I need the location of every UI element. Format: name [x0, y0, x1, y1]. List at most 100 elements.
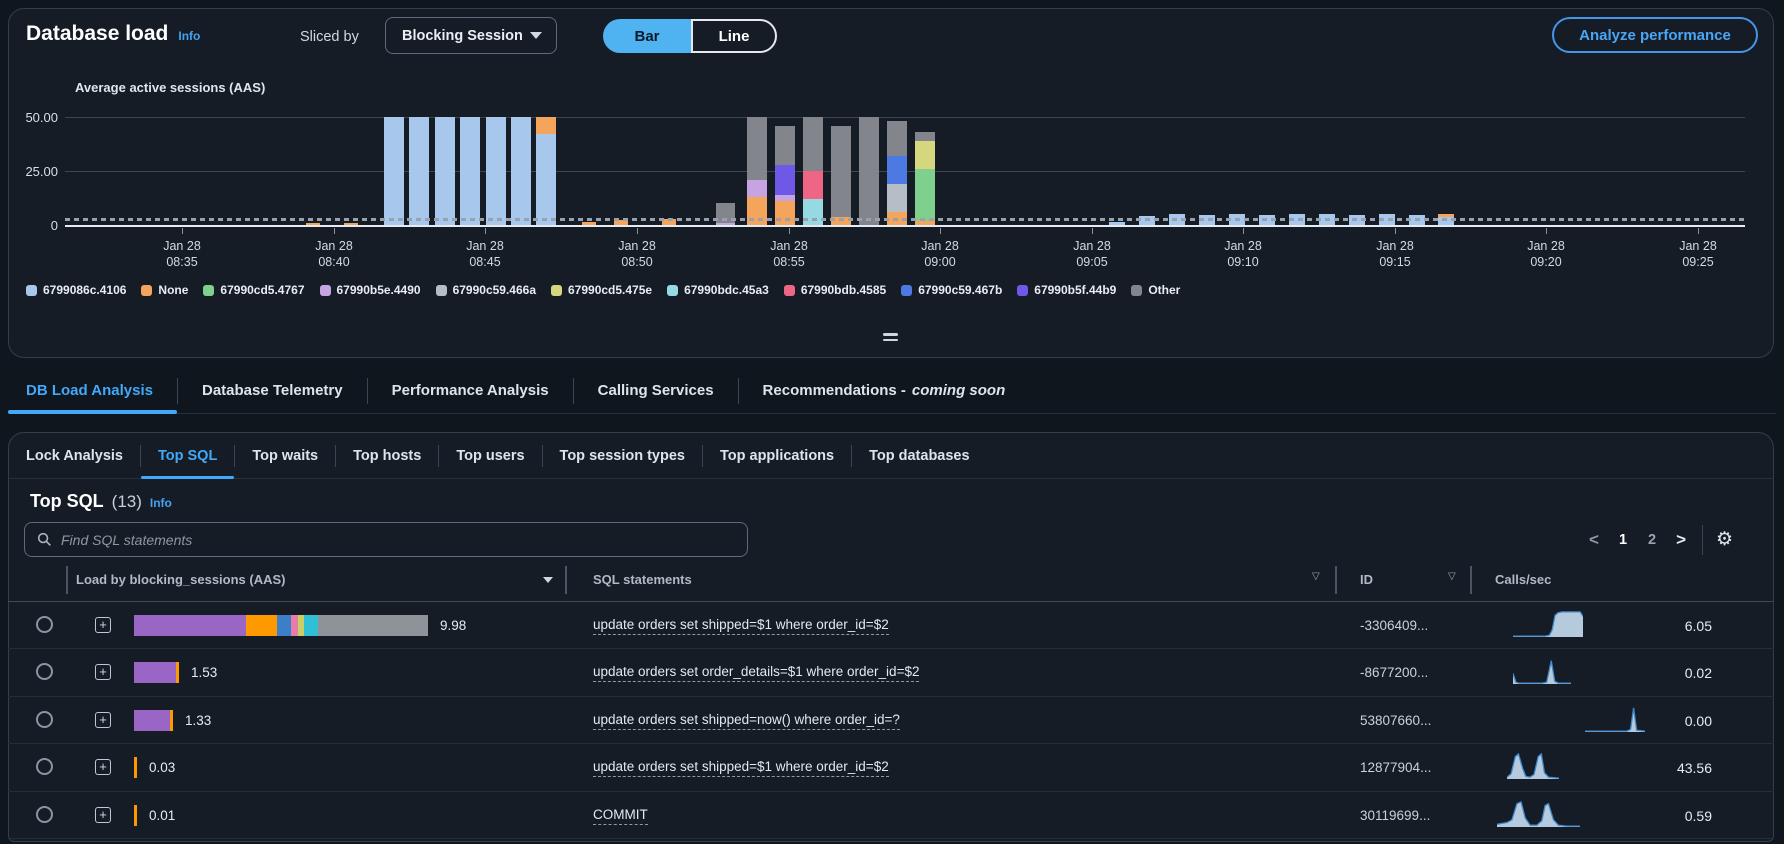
subtab-top-applications[interactable]: Top applications: [719, 447, 835, 464]
load-bar: [134, 709, 173, 731]
bar-segment: [803, 199, 823, 225]
expand-row-icon[interactable]: +: [95, 617, 111, 633]
chart-bar[interactable]: [409, 117, 429, 225]
chart-bar[interactable]: [582, 221, 596, 225]
row-radio-button[interactable]: [36, 616, 53, 633]
legend-item[interactable]: 67990c59.467b: [901, 283, 1002, 297]
table-row: +0.01 COMMIT 30119699... 0.59: [8, 792, 1774, 839]
expand-row-icon[interactable]: +: [95, 806, 111, 823]
subtab-divider: [438, 444, 440, 467]
subtab-top-waits[interactable]: Top waits: [252, 447, 319, 464]
legend-item[interactable]: Other: [1131, 283, 1180, 297]
chart-bar[interactable]: [536, 117, 556, 225]
analyze-performance-button[interactable]: Analyze performance: [1552, 17, 1758, 53]
sql-statement-link[interactable]: update orders set shipped=now() where or…: [593, 712, 900, 730]
column-header-load[interactable]: Load by blocking_sessions (AAS): [76, 572, 286, 587]
tab-database-telemetry[interactable]: Database Telemetry: [201, 382, 343, 399]
y-tick-50: 50.00: [25, 110, 58, 125]
load-bar-segment: [246, 615, 277, 636]
database-load-info-link[interactable]: Info: [178, 29, 201, 43]
y-tick-0: 0: [50, 218, 58, 233]
expand-row-icon[interactable]: +: [95, 759, 111, 776]
column-header-calls[interactable]: Calls/sec: [1495, 572, 1552, 587]
tab-recommendations[interactable]: Recommendations - coming soon: [762, 382, 1006, 399]
chart-bar[interactable]: [511, 117, 531, 225]
expand-row-icon[interactable]: +: [95, 664, 111, 681]
subtab-top-users[interactable]: Top users: [456, 447, 525, 464]
chart-bar[interactable]: [775, 125, 795, 225]
sql-statement-link[interactable]: update orders set shipped=$1 where order…: [593, 759, 889, 778]
tab-db-load-analysis[interactable]: DB Load Analysis: [8, 368, 177, 414]
legend-item[interactable]: 67990bdc.45a3: [667, 283, 769, 297]
row-radio-button[interactable]: [36, 710, 53, 728]
sql-statement-link[interactable]: update orders set order_details=$1 where…: [593, 664, 920, 683]
load-bar-segment: [291, 615, 298, 636]
expand-row-icon[interactable]: +: [95, 711, 111, 728]
column-header-id[interactable]: ID: [1360, 572, 1373, 587]
legend-item[interactable]: 67990cd5.4767: [203, 283, 305, 297]
chart-bar[interactable]: [486, 117, 506, 225]
column-header-sql[interactable]: SQL statements: [593, 572, 692, 587]
chart-bar[interactable]: [1109, 221, 1125, 225]
chart-bar[interactable]: [747, 117, 767, 225]
load-bar-segment: [134, 757, 137, 779]
filter-caret-icon[interactable]: ▽: [1448, 571, 1456, 582]
search-input[interactable]: [61, 531, 735, 548]
legend-item[interactable]: 67990b5e.4490: [319, 283, 421, 297]
bar-segment: [511, 117, 531, 225]
row-radio-button[interactable]: [36, 758, 53, 776]
chart-bar[interactable]: [803, 117, 823, 225]
tab-calling-services[interactable]: Calling Services: [597, 382, 714, 399]
toggle-line-option[interactable]: Line: [691, 19, 777, 53]
pagination-page-2[interactable]: 2: [1648, 531, 1657, 548]
stacked-bar-chart[interactable]: [65, 117, 1745, 225]
load-bar-segment: [304, 615, 318, 636]
pagination-prev-icon[interactable]: <: [1589, 529, 1599, 549]
chart-bar[interactable]: [831, 125, 851, 225]
slice-dimension-dropdown[interactable]: Blocking Session: [385, 17, 557, 54]
legend-item[interactable]: 6799086c.4106: [26, 283, 126, 297]
tab-performance-analysis[interactable]: Performance Analysis: [391, 382, 549, 399]
sort-caret-icon[interactable]: [543, 577, 553, 583]
chart-bar[interactable]: [384, 117, 404, 225]
legend-item[interactable]: 67990bdb.4585: [783, 283, 886, 297]
top-sql-title: Top SQL: [30, 491, 104, 511]
x-tick-label: Jan 28 08:40: [315, 239, 353, 269]
sql-id: -8677200...: [1360, 665, 1429, 681]
chart-bar[interactable]: [1438, 214, 1454, 225]
sql-statement-link[interactable]: COMMIT: [593, 807, 648, 825]
subtab-top-session-types[interactable]: Top session types: [559, 447, 685, 464]
subtab-top-sql[interactable]: Top SQL: [140, 433, 235, 479]
subtab-lock-analysis[interactable]: Lock Analysis: [26, 447, 123, 464]
top-sql-info-link[interactable]: Info: [149, 496, 172, 510]
legend-item[interactable]: 67990b5f.44b9: [1017, 283, 1116, 297]
legend-item[interactable]: 67990cd5.475e: [551, 283, 652, 297]
legend-item[interactable]: 67990c59.466a: [435, 283, 536, 297]
load-bar-segment: [277, 615, 291, 636]
chart-bar[interactable]: [306, 223, 320, 225]
sql-id: 53807660...: [1360, 712, 1432, 728]
legend-item[interactable]: None: [141, 283, 188, 297]
calls-sparkline: [1513, 611, 1583, 637]
subtab-top-databases[interactable]: Top databases: [869, 447, 970, 464]
chart-bar[interactable]: [435, 117, 455, 225]
chart-bar[interactable]: [460, 117, 480, 225]
chart-bar[interactable]: [887, 121, 907, 225]
sql-statement-link[interactable]: update orders set shipped=$1 where order…: [593, 617, 889, 635]
toggle-bar-option[interactable]: Bar: [603, 19, 691, 53]
x-tick-label: Jan 28 09:05: [1073, 239, 1111, 269]
chart-bar[interactable]: [915, 132, 935, 225]
row-radio-button[interactable]: [36, 663, 53, 681]
row-radio-button[interactable]: [36, 805, 53, 823]
pagination-next-icon[interactable]: >: [1676, 529, 1687, 549]
chart-bar[interactable]: [859, 117, 879, 225]
pagination-page-1[interactable]: 1: [1618, 531, 1628, 548]
gear-icon[interactable]: ⚙: [1716, 529, 1734, 550]
filter-caret-icon[interactable]: ▽: [1312, 571, 1320, 582]
chart-bar[interactable]: [614, 219, 628, 225]
subtab-top-hosts[interactable]: Top hosts: [353, 447, 422, 464]
resize-handle-icon[interactable]: [883, 333, 898, 341]
chart-bar[interactable]: [662, 218, 676, 225]
chart-bar[interactable]: [716, 202, 735, 225]
chart-bar[interactable]: [344, 223, 358, 225]
